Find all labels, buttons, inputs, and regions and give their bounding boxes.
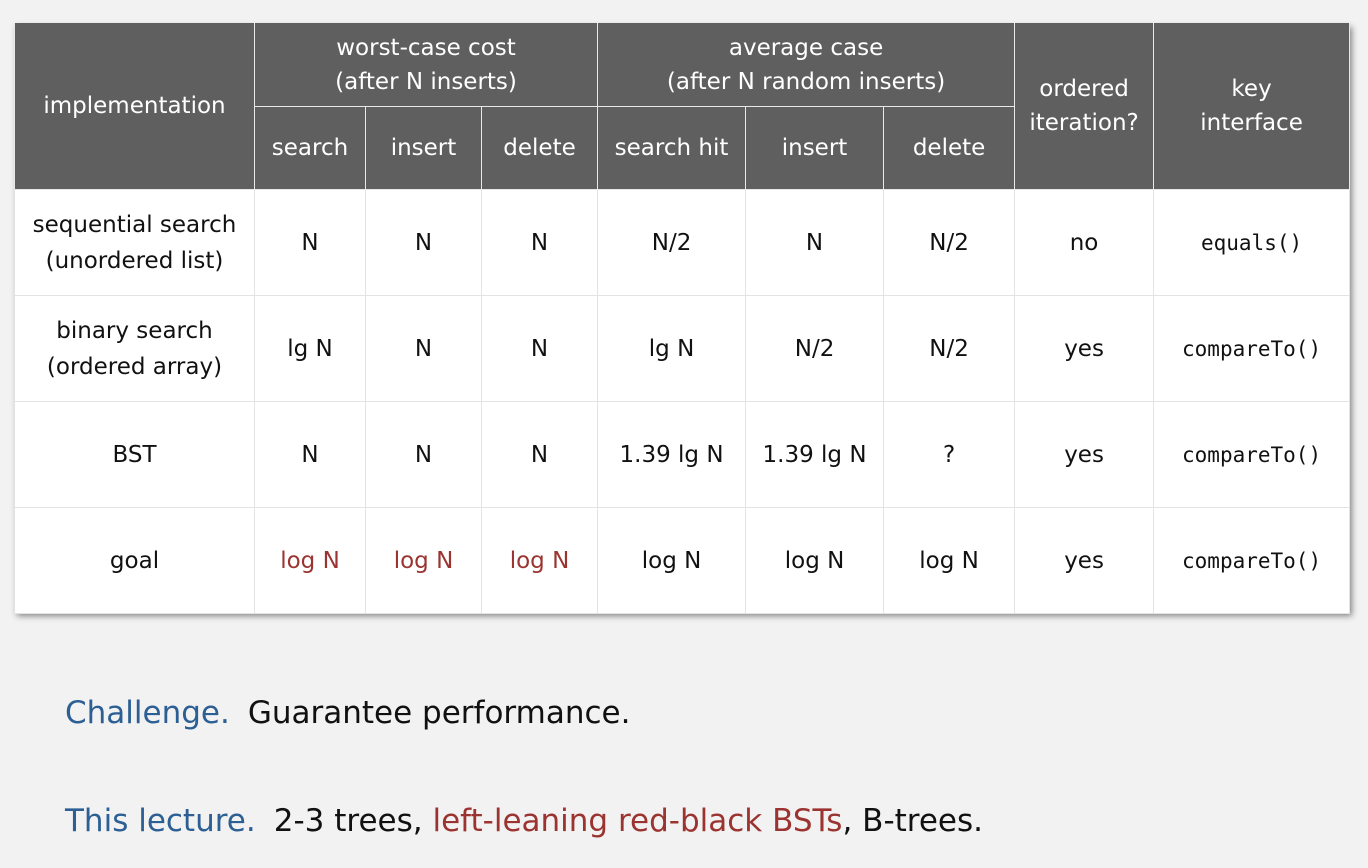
cell-ordered-iteration: yes bbox=[1014, 295, 1155, 402]
implementation-line-1: sequential search bbox=[32, 211, 237, 238]
lecture-note: This lecture. 2-3 trees, left-leaning red… bbox=[65, 803, 983, 839]
cell-avg-insert: N bbox=[745, 189, 885, 296]
challenge-text: Guarantee performance. bbox=[247, 695, 631, 731]
cell-avg-search-hit: N/2 bbox=[597, 189, 747, 296]
lecture-text-after: , B-trees. bbox=[842, 803, 983, 839]
cell-key-interface: equals() bbox=[1153, 189, 1351, 296]
header-ordered-iteration-line-2: iteration? bbox=[1029, 110, 1139, 136]
header-worst-case-line-1: worst-case cost bbox=[336, 34, 516, 61]
cell-wc-delete: N bbox=[480, 189, 599, 296]
implementation-line-2: (unordered list) bbox=[45, 247, 224, 274]
cell-avg-insert: 1.39 lg N bbox=[745, 401, 885, 508]
symbol-table-comparison-table: implementation worst-case cost (after N … bbox=[14, 23, 1351, 614]
cell-wc-insert: log N bbox=[365, 507, 482, 614]
table-row: goal log N log N log N log N log N log N… bbox=[14, 507, 1351, 614]
cell-wc-search: N bbox=[254, 189, 366, 296]
subheader-avg-insert: insert bbox=[745, 106, 885, 190]
subheader-wc-delete: delete bbox=[480, 106, 599, 190]
lecture-lead: This lecture. bbox=[65, 803, 256, 839]
subheader-wc-search: search bbox=[254, 106, 366, 190]
cell-avg-insert: N/2 bbox=[745, 295, 885, 402]
cell-avg-delete: N/2 bbox=[883, 295, 1016, 402]
cell-avg-insert: log N bbox=[745, 507, 885, 614]
lecture-text-before: 2-3 trees, bbox=[273, 803, 433, 839]
cell-wc-search: lg N bbox=[254, 295, 366, 402]
cell-avg-search-hit: 1.39 lg N bbox=[597, 401, 747, 508]
table-row: sequential search (unordered list) N N N… bbox=[14, 189, 1351, 296]
cell-wc-insert: N bbox=[365, 401, 482, 508]
header-average-case-line-1: average case bbox=[728, 34, 884, 61]
cell-key-interface: compareTo() bbox=[1153, 507, 1351, 614]
header-ordered-iteration-line-1: ordered bbox=[1039, 76, 1129, 102]
lecture-highlight: left-leaning red-black BSTs bbox=[432, 803, 843, 839]
cell-wc-delete: log N bbox=[480, 507, 599, 614]
cell-wc-delete: N bbox=[480, 295, 599, 402]
cell-wc-search: N bbox=[254, 401, 366, 508]
cell-wc-delete: N bbox=[480, 401, 599, 508]
implementation-line-2: (ordered array) bbox=[46, 353, 223, 380]
header-average-case: average case (after N random inserts) bbox=[597, 23, 1016, 107]
cell-key-interface: compareTo() bbox=[1153, 295, 1351, 402]
subheader-avg-delete: delete bbox=[883, 106, 1016, 190]
header-row-sub: search insert delete search hit insert d… bbox=[15, 106, 1350, 190]
cell-wc-insert: N bbox=[365, 189, 482, 296]
cell-ordered-iteration: yes bbox=[1014, 507, 1155, 614]
header-key-interface: key interface bbox=[1153, 23, 1351, 190]
cell-avg-delete: log N bbox=[883, 507, 1016, 614]
challenge-note: Challenge. Guarantee performance. bbox=[65, 695, 630, 731]
header-average-case-line-2: (after N random inserts) bbox=[666, 68, 946, 95]
cell-avg-search-hit: log N bbox=[597, 507, 747, 614]
cell-key-interface: compareTo() bbox=[1153, 401, 1351, 508]
cell-ordered-iteration: yes bbox=[1014, 401, 1155, 508]
header-worst-case-line-2: (after N inserts) bbox=[335, 68, 517, 95]
cell-implementation: goal bbox=[14, 507, 255, 614]
cell-avg-search-hit: lg N bbox=[597, 295, 747, 402]
challenge-lead: Challenge. bbox=[65, 695, 230, 731]
cell-implementation: sequential search (unordered list) bbox=[14, 189, 255, 296]
header-implementation: implementation bbox=[14, 23, 255, 190]
header-row-top: implementation worst-case cost (after N … bbox=[14, 23, 1351, 190]
subheader-wc-insert: insert bbox=[365, 106, 482, 190]
comparison-table-container: implementation worst-case cost (after N … bbox=[14, 23, 1351, 614]
cell-avg-delete: N/2 bbox=[883, 189, 1016, 296]
header-ordered-iteration: ordered iteration? bbox=[1014, 23, 1155, 190]
table-row: BST N N N 1.39 lg N 1.39 lg N ? yes comp… bbox=[14, 401, 1351, 508]
cell-wc-search: log N bbox=[254, 507, 366, 614]
cell-implementation: BST bbox=[14, 401, 255, 508]
table-row: binary search (ordered array) lg N N N l… bbox=[14, 295, 1351, 402]
cell-wc-insert: N bbox=[365, 295, 482, 402]
cell-avg-delete: ? bbox=[883, 401, 1016, 508]
cell-ordered-iteration: no bbox=[1014, 189, 1155, 296]
header-key-interface-line-1: key bbox=[1231, 76, 1272, 102]
cell-implementation: binary search (ordered array) bbox=[14, 295, 255, 402]
subheader-avg-search-hit: search hit bbox=[597, 106, 747, 190]
header-key-interface-line-2: interface bbox=[1200, 110, 1303, 136]
header-worst-case: worst-case cost (after N inserts) bbox=[253, 23, 599, 107]
implementation-line-1: binary search bbox=[56, 317, 213, 344]
